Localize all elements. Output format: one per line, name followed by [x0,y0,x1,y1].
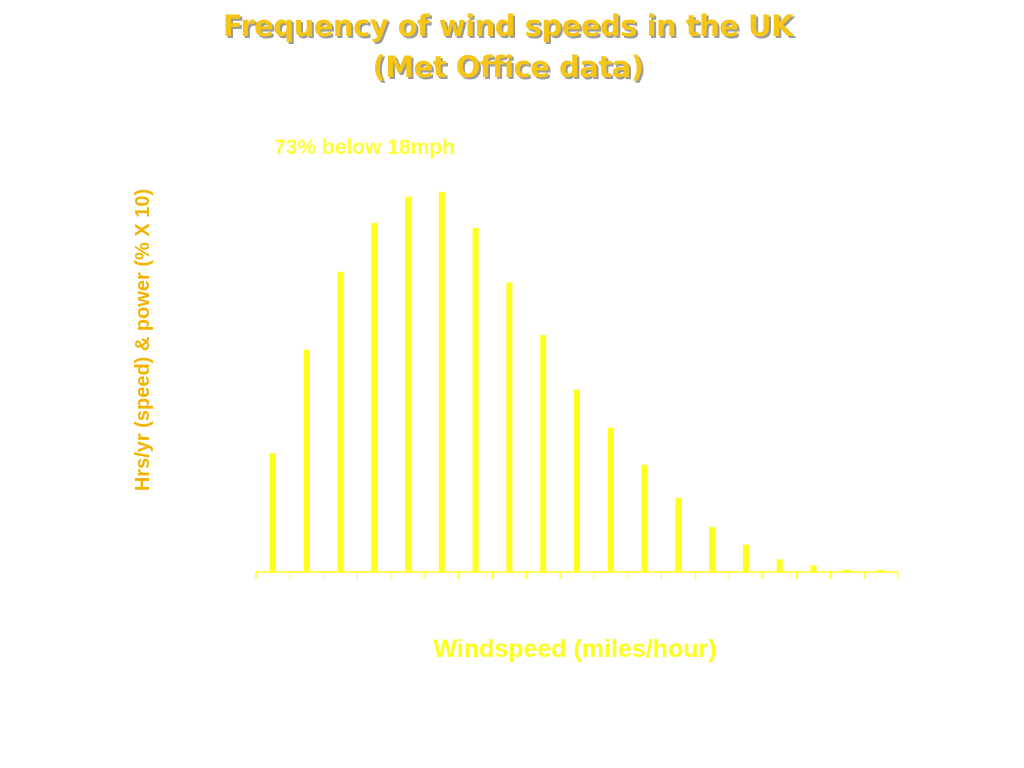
x-axis [255,571,899,579]
bar-15 [742,544,749,572]
bar-2 [303,349,310,572]
bar-10 [574,389,580,572]
bar-9 [540,335,547,572]
bar-8 [506,282,513,572]
bar-5 [405,196,412,572]
bar-11 [607,427,614,572]
chart-annotation: 73% below 18mph [274,136,455,159]
bar-1 [269,453,276,573]
bar-16 [776,559,783,572]
bar-series [269,191,885,573]
bar-17 [810,565,817,572]
bar-7 [472,227,479,573]
bar-19 [878,570,885,572]
bar-18 [844,569,851,572]
bar-13 [675,497,682,572]
bar-3 [337,271,344,572]
bar-12 [641,464,648,573]
bar-14 [709,527,716,572]
chart-subtitle: (Met Office data) [372,50,644,84]
chart-title: Frequency of wind speeds in the UK (Met … [0,6,1016,88]
bar-4 [371,222,378,572]
x-axis-label: Windspeed (miles/hour) [433,635,717,663]
chart-title-line-1: Frequency of wind speeds in the UK [222,9,794,43]
bar-6 [438,191,445,573]
